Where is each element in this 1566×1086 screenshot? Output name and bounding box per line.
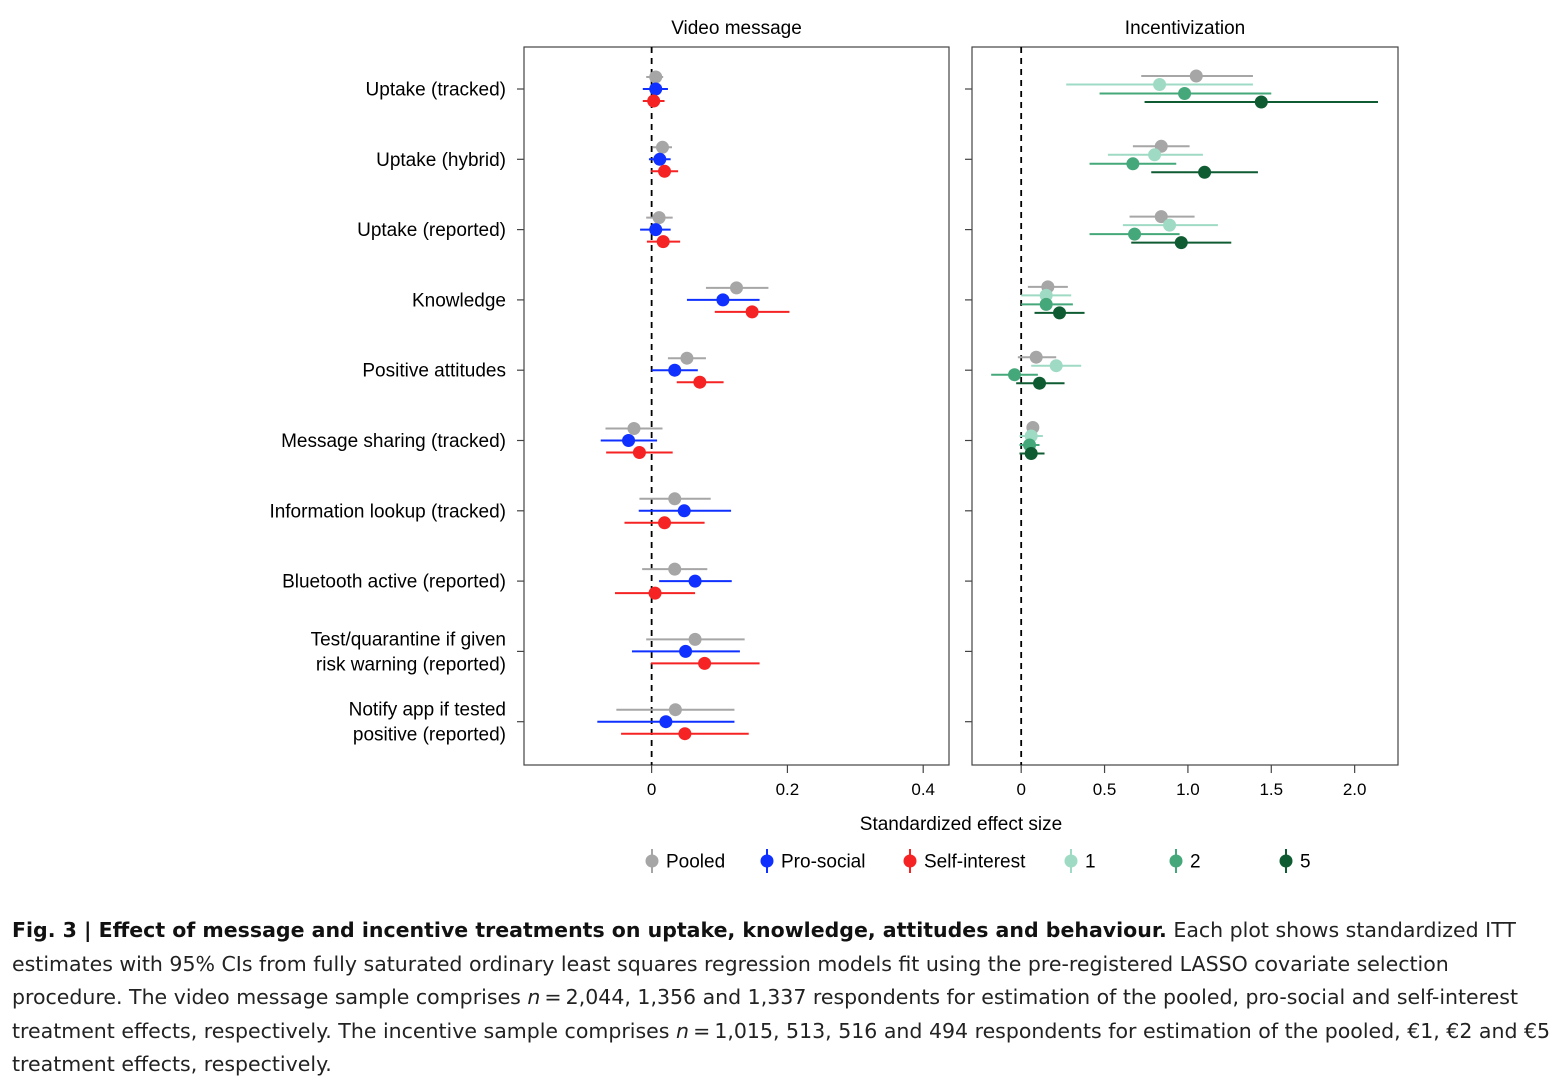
video-message-pooled-point-9 — [668, 703, 682, 717]
caption-n-1: n — [527, 985, 541, 1009]
outcome-label-3: Knowledge — [412, 290, 506, 311]
legend-5-label: 5 — [1300, 852, 1311, 873]
figure-caption: Fig. 3 | Effect of message and incentive… — [12, 914, 1557, 1082]
outcome-label-2: Uptake (reported) — [357, 220, 506, 241]
incentivization-x-tick-label-2: 1.0 — [1176, 780, 1200, 799]
incentivization-2-point-4 — [1008, 368, 1022, 382]
video-message-pooled-point-2 — [652, 211, 666, 225]
x-axis-label: Standardized effect size — [860, 814, 1062, 835]
video-message-pooled-point-1 — [655, 140, 669, 154]
video-message-pro-social-point-7 — [688, 574, 702, 588]
video-message-pooled-point-3 — [730, 281, 743, 295]
caption-text-3: = 1,015, 513, 516 and 494 respondents fo… — [12, 1018, 1551, 1077]
video-message-pro-social-point-1 — [653, 152, 667, 166]
video-message-pooled-point-8 — [688, 632, 702, 646]
outcome-label-0: Uptake (tracked) — [366, 80, 506, 101]
video-message-self-interest-point-2 — [656, 235, 670, 249]
incentivization-panel-frame — [971, 46, 1399, 766]
incentivization-5-point-0 — [1254, 95, 1268, 109]
video-message-pro-social-point-3 — [716, 293, 730, 307]
outcome-label-8-line-2: risk warning (reported) — [316, 654, 506, 675]
video-message-pro-social-point-2 — [649, 223, 663, 237]
video-message-self-interest-point-5 — [632, 446, 646, 459]
incentivization-1-point-0 — [1153, 78, 1167, 91]
incentivization-x-tick-label-3: 1.5 — [1259, 780, 1283, 799]
incentivization-1-point-1 — [1148, 148, 1162, 162]
video-message-pro-social-point-8 — [679, 644, 693, 658]
video-message-self-interest-point-7 — [648, 586, 662, 600]
video-message-pro-social-point-6 — [677, 504, 691, 518]
legend-self-interest-label: Self-interest — [924, 852, 1026, 873]
outcome-label-7: Bluetooth active (reported) — [282, 572, 506, 593]
video-message-pro-social-point-4 — [668, 363, 682, 377]
incentivization-x-tick-label-4: 2.0 — [1343, 780, 1367, 799]
legend-pooled-label: Pooled — [666, 852, 725, 873]
outcome-label-6: Information lookup (tracked) — [269, 501, 506, 522]
video-message-pooled-point-6 — [668, 492, 682, 506]
video-message-self-interest-point-8 — [698, 656, 712, 670]
caption-label: Fig. 3 | Effect of message and incentive… — [12, 918, 1167, 942]
legend-1-label: 1 — [1085, 852, 1096, 873]
incentivization-5-point-5 — [1024, 447, 1038, 460]
video-message-panel-frame — [523, 46, 950, 766]
legend-pooled-marker — [645, 854, 659, 868]
incentivization-panel-title: Incentivization — [1125, 18, 1245, 39]
video-message-self-interest-point-9 — [678, 727, 692, 741]
video-message-x-tick-label-2: 0.4 — [911, 780, 935, 799]
legend-2-marker — [1169, 854, 1183, 868]
caption-text-1: Each plot shows standardized ITT estimat… — [12, 918, 1516, 1009]
legend-2-label: 2 — [1190, 852, 1201, 873]
video-message-self-interest-point-3 — [745, 305, 759, 319]
incentivization-1-point-3 — [1039, 288, 1053, 302]
incentivization-2-point-3 — [1039, 297, 1053, 311]
caption-text-2: = 2,044, 1,356 and 1,337 respondents for… — [12, 985, 1518, 1043]
video-message-x-tick-label-0: 0 — [647, 780, 656, 799]
video-message-x-tick-label-1: 0.2 — [776, 780, 800, 799]
outcome-label-8-line-1: Test/quarantine if given — [311, 629, 506, 650]
incentivization-5-point-4 — [1033, 376, 1047, 390]
incentivization-5-point-3 — [1053, 306, 1067, 320]
legend-pro-social-label: Pro-social — [781, 852, 865, 873]
incentivization-5-point-1 — [1198, 165, 1212, 179]
video-message-panel-title: Video message — [671, 18, 802, 39]
incentivization-2-point-2 — [1128, 227, 1142, 241]
incentivization-1-point-4 — [1049, 359, 1063, 373]
outcome-label-9-line-2: positive (reported) — [353, 725, 506, 746]
caption-n-2: n — [675, 1018, 689, 1043]
incentivization-1-point-2 — [1163, 218, 1177, 232]
legend-pro-social-marker — [760, 854, 774, 868]
outcome-label-4: Positive attitudes — [362, 361, 506, 382]
incentivization-pooled-point-0 — [1189, 69, 1203, 83]
incentivization-pooled-point-2 — [1154, 210, 1168, 224]
outcome-label-9-line-1: Notify app if tested — [349, 700, 506, 721]
incentivization-pooled-point-4 — [1029, 350, 1043, 364]
video-message-pooled-point-4 — [680, 351, 694, 365]
incentivization-5-point-2 — [1174, 236, 1188, 250]
legend-1-marker — [1064, 854, 1078, 868]
video-message-self-interest-point-6 — [658, 516, 672, 530]
video-message-pro-social-point-0 — [649, 82, 663, 96]
video-message-pro-social-point-5 — [622, 434, 636, 447]
legend-self-interest-marker — [903, 854, 917, 868]
video-message-pooled-point-0 — [649, 70, 663, 84]
forest-plot: Uptake (tracked) Uptake (hybrid) Uptake (r… — [269, 18, 1399, 873]
incentivization-2-point-0 — [1178, 87, 1192, 100]
incentivization-x-tick-label-0: 0 — [1016, 780, 1025, 799]
video-message-self-interest-point-1 — [658, 164, 672, 178]
video-message-pro-social-point-9 — [659, 715, 673, 729]
outcome-label-5: Message sharing (tracked) — [281, 431, 506, 452]
incentivization-x-tick-label-1: 0.5 — [1093, 780, 1117, 799]
video-message-self-interest-point-0 — [647, 94, 661, 108]
legend-5-marker — [1279, 854, 1293, 868]
video-message-pooled-point-7 — [668, 562, 682, 576]
outcome-label-1: Uptake (hybrid) — [376, 150, 506, 171]
incentivization-2-point-1 — [1126, 157, 1140, 171]
video-message-pooled-point-5 — [627, 422, 641, 435]
video-message-self-interest-point-4 — [693, 375, 707, 389]
